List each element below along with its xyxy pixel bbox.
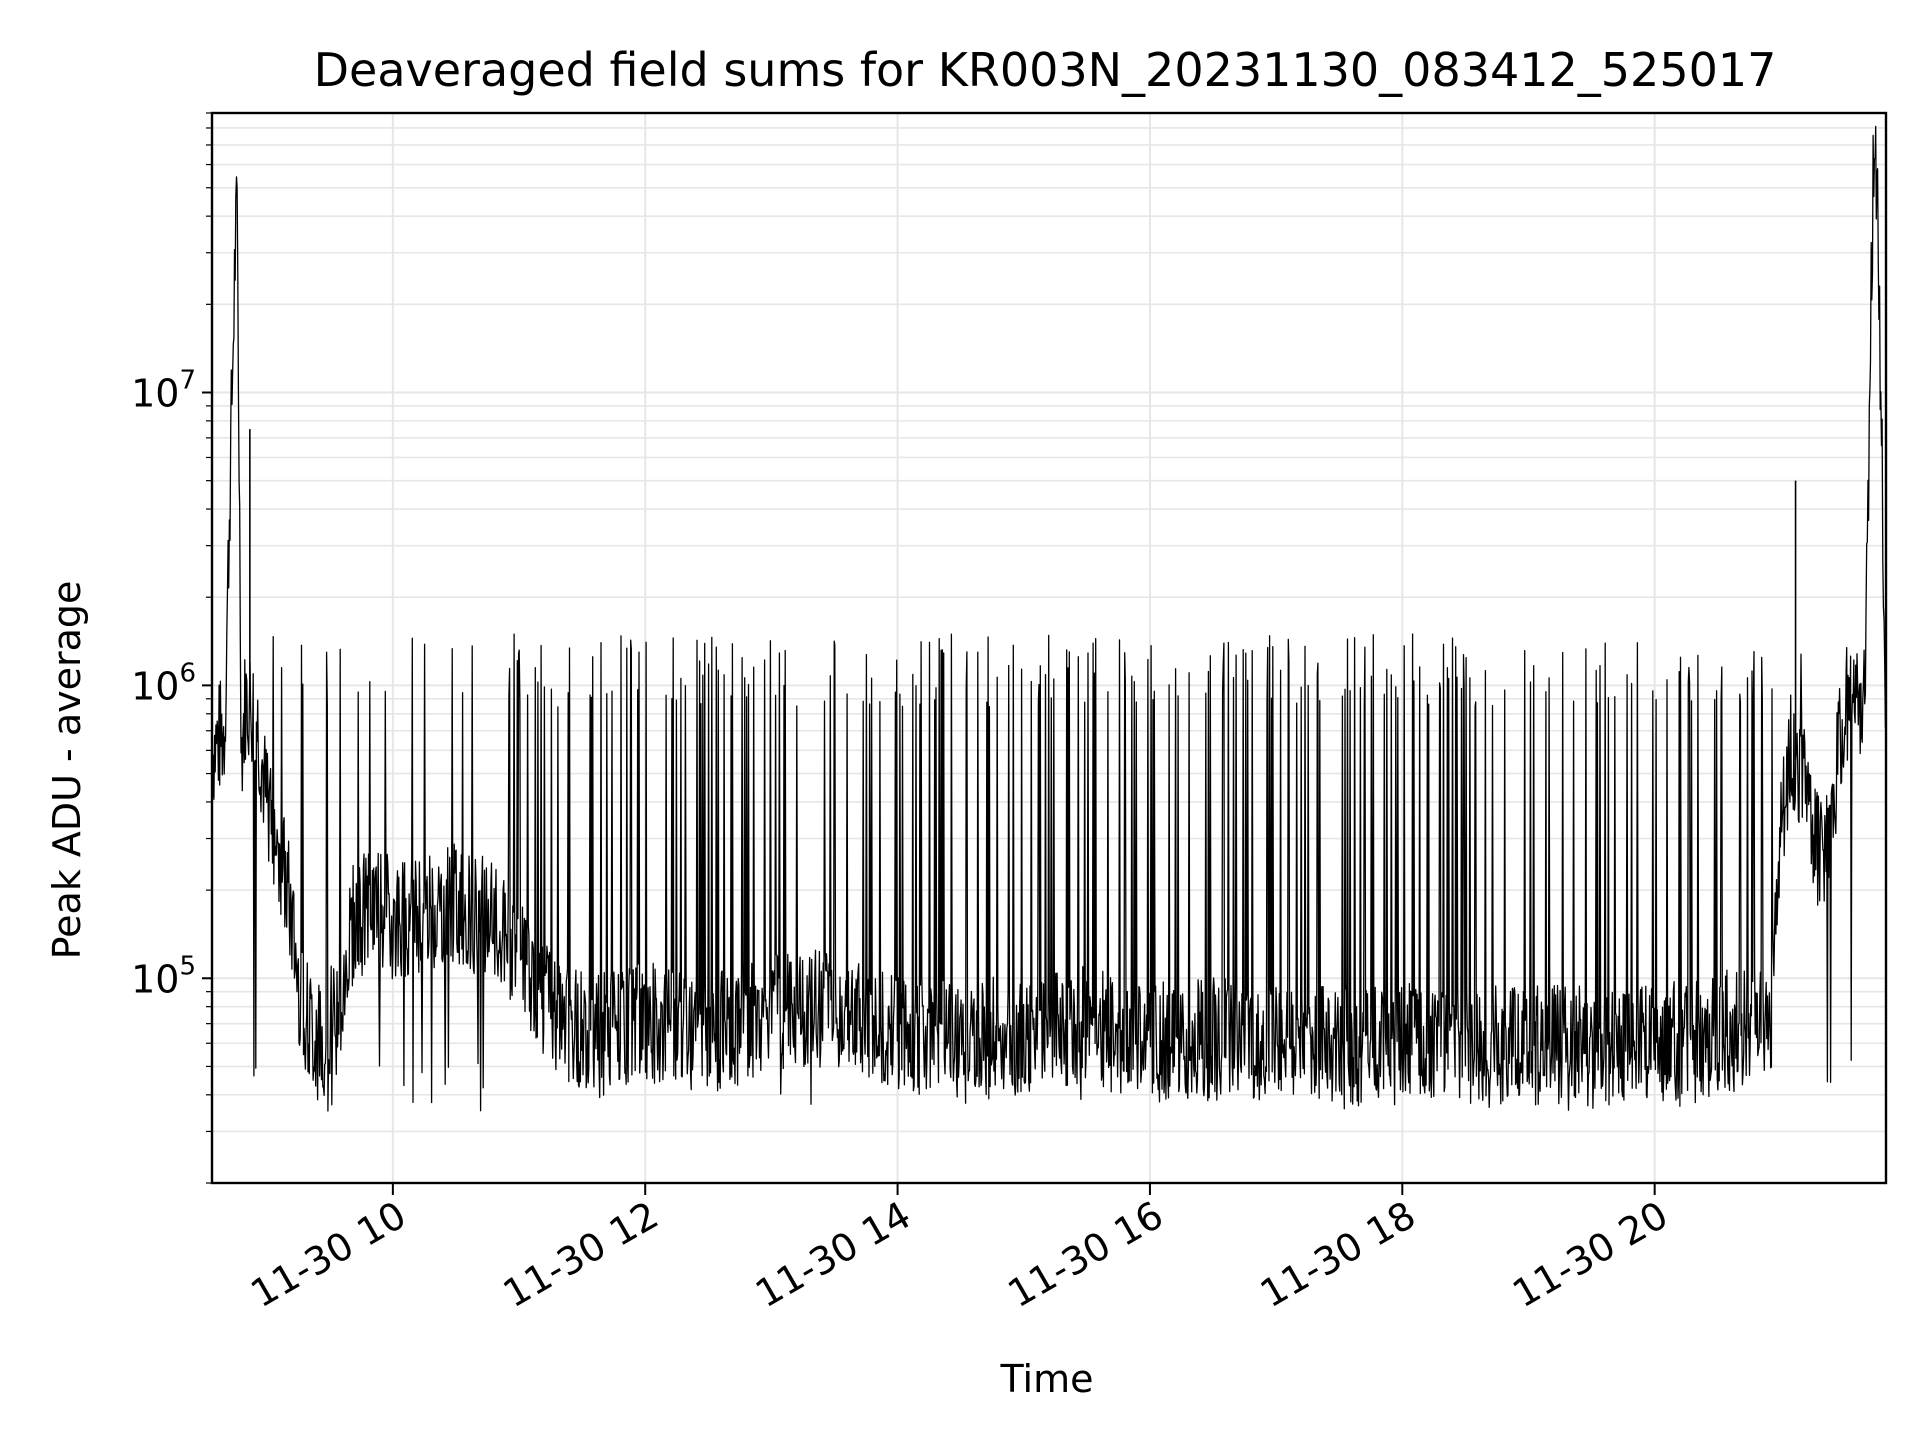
y-tick-label: 107: [131, 365, 196, 415]
y-axis-label: Peak ADU - average: [45, 581, 89, 960]
chart-title: Deaveraged field sums for KR003N_2023113…: [314, 43, 1777, 97]
series-layer: [211, 125, 1887, 1112]
x-axis-label: Time: [1000, 1357, 1094, 1401]
y-tick-label: 105: [131, 951, 196, 1001]
plot-frame: [210, 111, 1888, 1185]
y-tick-label: 106: [131, 658, 196, 708]
series-line: [211, 125, 1887, 1112]
